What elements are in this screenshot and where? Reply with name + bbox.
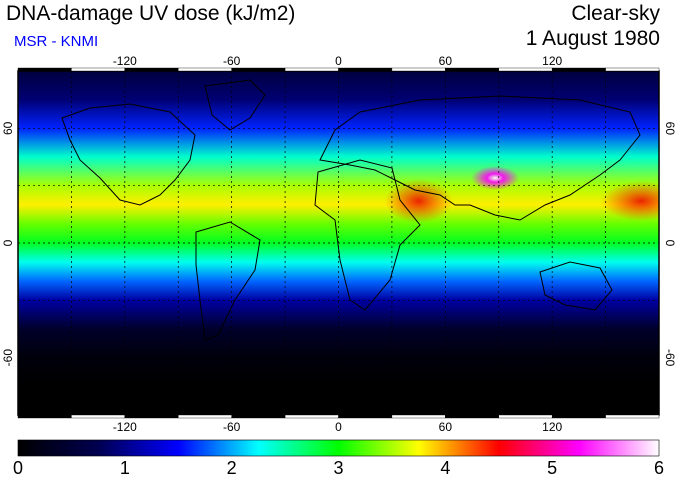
date-label: 1 August 1980	[525, 27, 660, 50]
frame-segment-top	[71, 67, 126, 72]
frame-segment-bottom	[17, 414, 72, 419]
frame-segment-top	[284, 67, 339, 72]
lat-tick-label-right: 0	[663, 240, 677, 247]
lon-tick-label-bottom: -60	[223, 420, 241, 434]
frame-segment-bottom	[124, 414, 179, 419]
frame-segment-bottom	[178, 414, 232, 419]
frame-segment-top	[17, 67, 72, 72]
sky-condition-label: Clear-sky	[571, 2, 660, 25]
lat-tick-label-right: 60	[663, 122, 677, 136]
north-america-coast	[61, 103, 196, 206]
frame-segment-bottom	[391, 414, 446, 419]
colorbar-tick-label: 1	[120, 458, 130, 478]
frame-segment-bottom	[605, 414, 660, 419]
frame-segment-top	[124, 67, 179, 72]
frame-segment-bottom	[498, 414, 553, 419]
arabia-hotspot	[384, 178, 453, 223]
source-label: MSR - KNMI	[14, 33, 99, 50]
lon-tick-label-bottom: 0	[335, 420, 342, 434]
eurasia-coast	[319, 95, 641, 221]
frame-segment-bottom	[338, 414, 393, 419]
frame-segment-top	[338, 67, 393, 72]
frame-segment-top	[605, 67, 660, 72]
frame-segment-bottom	[284, 414, 339, 419]
frame-segment-top	[551, 67, 606, 72]
south-america-coast	[195, 221, 261, 341]
lon-tick-label-top: 0	[335, 54, 342, 68]
lon-tick-label-bottom: -120	[113, 420, 137, 434]
lat-tick-label-right: -60	[663, 349, 677, 367]
frame-segment-bottom	[71, 414, 126, 419]
colorbar-tick-label: 3	[333, 458, 343, 478]
frame-segment-bottom	[445, 414, 499, 419]
colorbar-gradient	[17, 439, 660, 457]
lon-tick-label-top: 120	[542, 54, 562, 68]
lat-tick-label-left: 60	[1, 121, 15, 135]
map-title: DNA-damage UV dose (kJ/m2)	[6, 2, 296, 25]
colorbar-tick-label: 0	[13, 458, 23, 478]
lon-tick-label-top: -120	[113, 54, 137, 68]
frame-segment-bottom	[231, 414, 286, 419]
antarctica-coast	[18, 397, 659, 406]
colorbar-tick-label: 4	[440, 458, 450, 478]
frame-segment-top	[445, 67, 499, 72]
lon-tick-label-top: -60	[223, 54, 241, 68]
pacific-hotspot	[601, 180, 659, 221]
colorbar-tick-label: 6	[654, 458, 664, 478]
colorbar-tick-label: 5	[547, 458, 557, 478]
frame-segment-top	[498, 67, 553, 72]
frame-segment-top	[231, 67, 286, 72]
lon-tick-label-bottom: 60	[439, 420, 453, 434]
colorbar-tick-label: 2	[227, 458, 237, 478]
greenland-coast	[204, 79, 266, 131]
lon-tick-label-top: 60	[439, 54, 453, 68]
lat-tick-label-left: 0	[1, 239, 15, 246]
axis-ticks: -120 -120 -60 -60 0 0 60 60 120 120 60 60 0 0 -60 -60	[1, 54, 677, 434]
colorbar: 0 1 2 3 4 5 6	[13, 439, 664, 478]
lon-tick-label-bottom: 120	[542, 420, 562, 434]
frame-segment-top	[391, 67, 446, 72]
tibet-hotspot	[471, 166, 520, 191]
graticule	[17, 67, 660, 419]
lat-tick-label-left: -60	[1, 349, 15, 367]
frame-segment-bottom	[551, 414, 606, 419]
frame-segment-top	[178, 67, 232, 72]
colorbar-ticks: 0 1 2 3 4 5 6	[13, 458, 664, 478]
